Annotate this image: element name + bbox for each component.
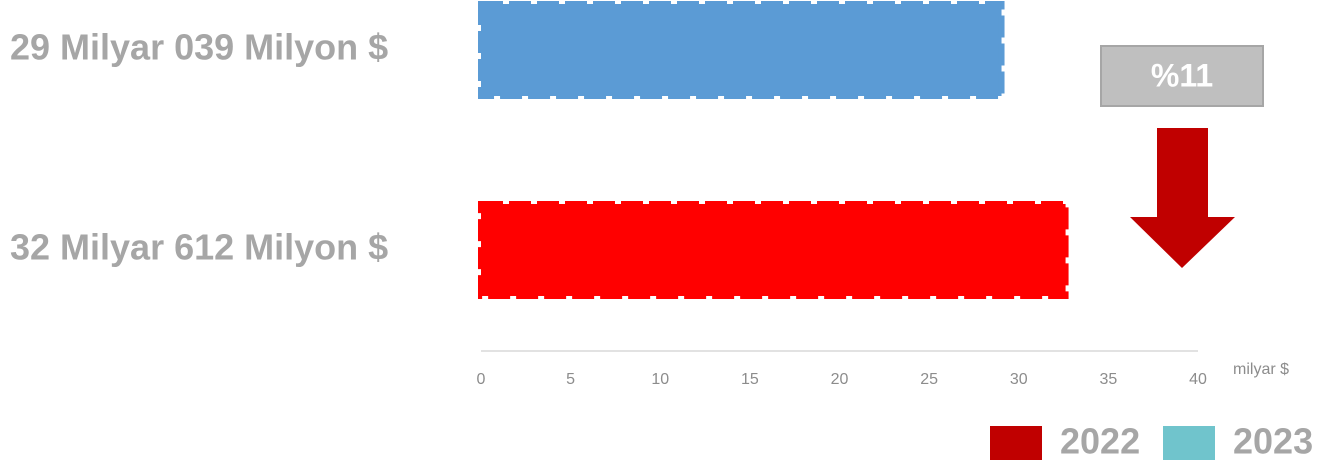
annotation: %11 [1151, 57, 1213, 93]
x-tick-label: 0 [477, 371, 486, 388]
x-tick-label: 30 [1010, 371, 1028, 388]
x-tick-label: 40 [1189, 371, 1207, 388]
legend-label: 2023 [1233, 421, 1313, 462]
annotation-box [1100, 45, 1264, 107]
value-label: 29 Milyar 039 Milyon $ [10, 27, 388, 68]
legend-label: 2022 [1060, 421, 1140, 462]
bar [478, 1, 1005, 99]
x-axis-label: milyar $ [1233, 361, 1289, 378]
x-tick-label: 15 [741, 371, 759, 388]
legend-swatch [1163, 426, 1215, 460]
down-arrow [1130, 128, 1235, 268]
x-tick-label: 5 [566, 371, 575, 388]
x-tick-label: 20 [831, 371, 849, 388]
x-tick-label: 10 [651, 371, 669, 388]
legend-swatch [990, 426, 1042, 460]
bar [478, 201, 1069, 299]
x-tick-label: 25 [920, 371, 938, 388]
value-label: 32 Milyar 612 Milyon $ [10, 227, 388, 268]
x-tick-label: 35 [1099, 371, 1117, 388]
